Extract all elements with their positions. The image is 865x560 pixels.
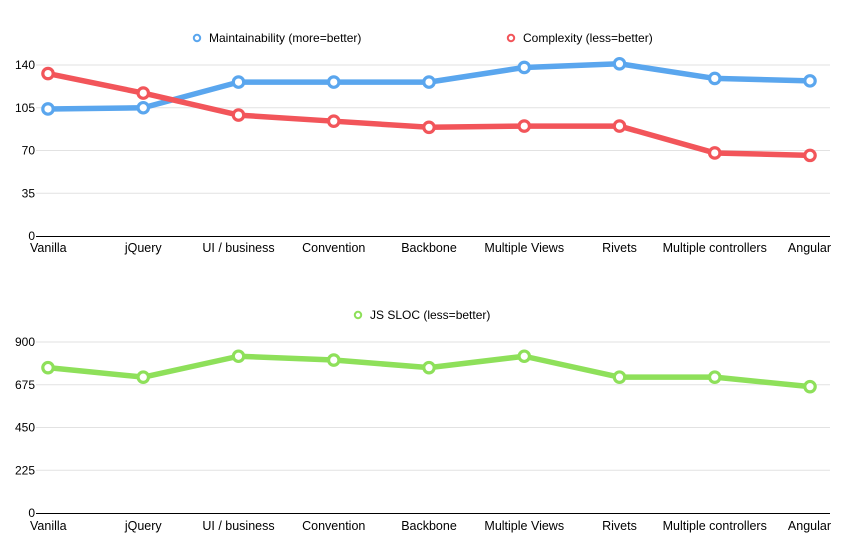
y-tick-label: 900 <box>15 335 35 349</box>
data-point <box>517 119 532 133</box>
legend-label: Complexity (less=better) <box>523 31 653 45</box>
data-point <box>231 349 246 364</box>
y-tick-label: 140 <box>15 58 35 72</box>
data-point <box>803 148 817 163</box>
data-point <box>612 56 627 71</box>
x-tick-label: Multiple controllers <box>663 519 767 533</box>
data-point <box>612 370 627 384</box>
data-point <box>136 100 151 115</box>
data-point <box>422 120 436 135</box>
data-point <box>41 66 55 81</box>
data-point <box>707 146 722 160</box>
chart-2: 0 225 450 675 900 Vanilla jQuery UI / business C… <box>15 308 831 533</box>
x-tick-label: Backbone <box>401 519 457 533</box>
data-point <box>41 102 55 116</box>
x-tick-label: Vanilla <box>30 241 67 255</box>
y-tick-label: 0 <box>28 506 35 520</box>
y-tick-label: 105 <box>15 101 35 115</box>
x-tick-label: Multiple controllers <box>663 241 767 255</box>
data-point <box>231 75 246 89</box>
data-point <box>517 349 532 364</box>
y-tick-label: 70 <box>22 144 36 158</box>
x-tick-label: Rivets <box>602 519 637 533</box>
data-point <box>612 119 627 133</box>
x-tick-label: Vanilla <box>30 519 67 533</box>
legend-marker <box>353 310 363 320</box>
x-tick-label: Angular <box>788 241 831 255</box>
data-point <box>326 75 341 89</box>
x-tick-label: Multiple Views <box>484 241 564 255</box>
data-point <box>136 370 151 384</box>
data-point <box>326 353 341 367</box>
x-tick-label: Convention <box>302 519 365 533</box>
x-tick-label: UI / business <box>202 241 274 255</box>
data-point <box>231 108 246 122</box>
x-tick-label: jQuery <box>124 241 163 255</box>
data-point <box>41 360 55 375</box>
legend-label: Maintainability (more=better) <box>209 31 361 45</box>
data-point <box>517 60 532 75</box>
x-tick-label: Convention <box>302 241 365 255</box>
y-tick-label: 225 <box>15 463 35 477</box>
chart-1: 0 35 70 105 140 Vanilla jQuery UI / business Con… <box>15 31 831 255</box>
y-tick-label: 0 <box>28 229 35 243</box>
x-tick-label: Angular <box>788 519 831 533</box>
y-tick-label: 450 <box>15 421 35 435</box>
x-tick-label: Multiple Views <box>484 519 564 533</box>
data-point <box>707 370 722 384</box>
x-tick-label: UI / business <box>202 519 274 533</box>
y-tick-label: 35 <box>22 186 36 200</box>
legend-marker <box>506 33 516 43</box>
data-point <box>803 379 817 394</box>
legend-label: JS SLOC (less=better) <box>370 308 490 322</box>
data-point <box>422 360 436 375</box>
x-tick-label: Rivets <box>602 241 637 255</box>
data-point <box>707 71 722 86</box>
data-point <box>422 75 436 89</box>
x-tick-label: Backbone <box>401 241 457 255</box>
y-tick-label: 675 <box>15 378 35 392</box>
data-point <box>326 114 341 128</box>
data-point <box>136 86 151 100</box>
legend-marker <box>192 33 202 43</box>
data-point <box>803 74 817 88</box>
x-tick-label: jQuery <box>124 519 163 533</box>
